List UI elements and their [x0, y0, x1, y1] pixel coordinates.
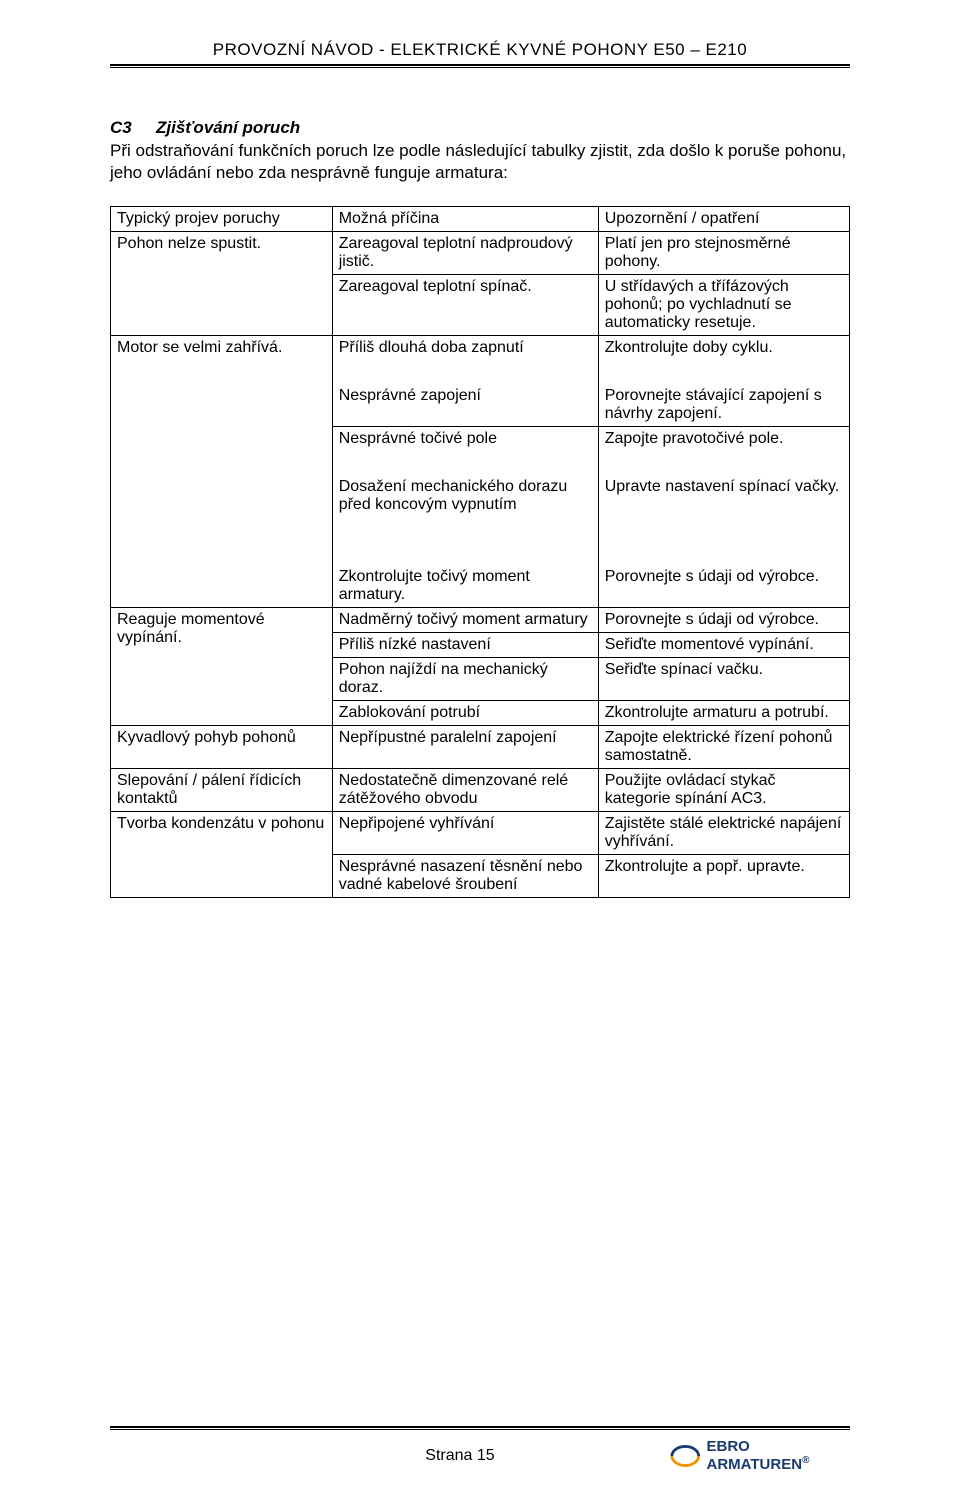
table-row: Pohon nelze spustit. Zareagoval teplotní… [111, 231, 850, 274]
section-intro: Při odstraňování funkčních poruch lze po… [110, 140, 850, 184]
table-header-row: Typický projev poruchy Možná příčina Upo… [111, 206, 850, 231]
header-rule [110, 64, 850, 66]
cell: Příliš nízké nastavení [332, 632, 598, 657]
cell: Upravte nastavení spínací vačky. [598, 475, 849, 517]
cell: Platí jen pro stejnosměrné pohony. [598, 231, 849, 274]
brand-part2: ARMATUREN [707, 1456, 803, 1473]
section-title: Zjišťování poruch [156, 118, 300, 137]
header-rule [110, 67, 850, 68]
cell: Porovnejte s údaji od výrobce. [598, 565, 849, 608]
cell: Nesprávné nasazení těsnění nebo vadné ka… [332, 854, 598, 897]
cell: Seřiďte momentové vypínání. [598, 632, 849, 657]
brand-logo: EBRO ARMATUREN® [670, 1438, 850, 1473]
cell [332, 517, 598, 541]
cell: Seřiďte spínací vačku. [598, 657, 849, 700]
col-header: Možná příčina [332, 206, 598, 231]
page-number: Strana 15 [250, 1447, 670, 1465]
cell: Zkontrolujte armaturu a potrubí. [598, 700, 849, 725]
cell: Zkontrolujte a popř. upravte. [598, 854, 849, 897]
cell: Zkontrolujte točivý moment armatury. [332, 565, 598, 608]
col-header: Typický projev poruchy [111, 206, 333, 231]
cell [598, 541, 849, 565]
cell [332, 541, 598, 565]
cell: Použijte ovládací stykač kategorie spíná… [598, 768, 849, 811]
cell: Pohon najíždí na mechanický doraz. [332, 657, 598, 700]
reg-mark: ® [802, 1455, 809, 1466]
cell: U střídavých a třífázových pohonů; po vy… [598, 274, 849, 335]
table-row: Tvorba kondenzátu v pohonu Nepřipojené v… [111, 811, 850, 854]
footer-rule [110, 1429, 850, 1430]
cell [598, 451, 849, 475]
cell: Nesprávné točivé pole [332, 426, 598, 451]
table-row: Reaguje momentové vypínání. Nadměrný toč… [111, 607, 850, 632]
page-footer: Strana 15 EBRO ARMATUREN® [0, 1426, 960, 1473]
cell: Kyvadlový pohyb pohonů [111, 725, 333, 768]
section-number: C3 [110, 118, 156, 138]
brand-part1: EBRO [707, 1438, 750, 1455]
section-heading: C3Zjišťování poruch [110, 118, 850, 138]
cell [332, 360, 598, 384]
cell: Příliš dlouhá doba zapnutí [332, 335, 598, 360]
cell: Zajistěte stálé elektrické napájení vyhř… [598, 811, 849, 854]
col-header: Upozornění / opatření [598, 206, 849, 231]
cell: Nadměrný točivý moment armatury [332, 607, 598, 632]
table-row: Motor se velmi zahřívá. Příliš dlouhá do… [111, 335, 850, 360]
table-row: Kyvadlový pohyb pohonů Nepřípustné paral… [111, 725, 850, 768]
cell [598, 360, 849, 384]
ebro-logo-icon [670, 1444, 701, 1468]
cell: Zablokování potrubí [332, 700, 598, 725]
cell: Tvorba kondenzátu v pohonu [111, 811, 333, 897]
cell: Zareagoval teplotní nadproudový jistič. [332, 231, 598, 274]
cell: Zapojte elektrické řízení pohonů samosta… [598, 725, 849, 768]
cell: Slepování / pálení řídicích kontaktů [111, 768, 333, 811]
footer-rule [110, 1426, 850, 1428]
cell: Nedostatečně dimenzované relé zátěžového… [332, 768, 598, 811]
cell [598, 517, 849, 541]
cell: Nepřipojené vyhřívání [332, 811, 598, 854]
table-row: Slepování / pálení řídicích kontaktů Ned… [111, 768, 850, 811]
cell: Zapojte pravotočivé pole. [598, 426, 849, 451]
cell: Nesprávné zapojení [332, 384, 598, 427]
cell: Zareagoval teplotní spínač. [332, 274, 598, 335]
cell [332, 451, 598, 475]
cell: Nepřípustné paralelní zapojení [332, 725, 598, 768]
cell: Reaguje momentové vypínání. [111, 607, 333, 725]
cell: Dosažení mechanického dorazu před koncov… [332, 475, 598, 517]
cell: Porovnejte s údaji od výrobce. [598, 607, 849, 632]
cell: Pohon nelze spustit. [111, 231, 333, 335]
cell: Motor se velmi zahřívá. [111, 335, 333, 607]
cell: Zkontrolujte doby cyklu. [598, 335, 849, 360]
doc-header-title: PROVOZNÍ NÁVOD - ELEKTRICKÉ KYVNÉ POHONY… [110, 40, 850, 60]
cell: Porovnejte stávající zapojení s návrhy z… [598, 384, 849, 427]
fault-table: Typický projev poruchy Možná příčina Upo… [110, 206, 850, 898]
